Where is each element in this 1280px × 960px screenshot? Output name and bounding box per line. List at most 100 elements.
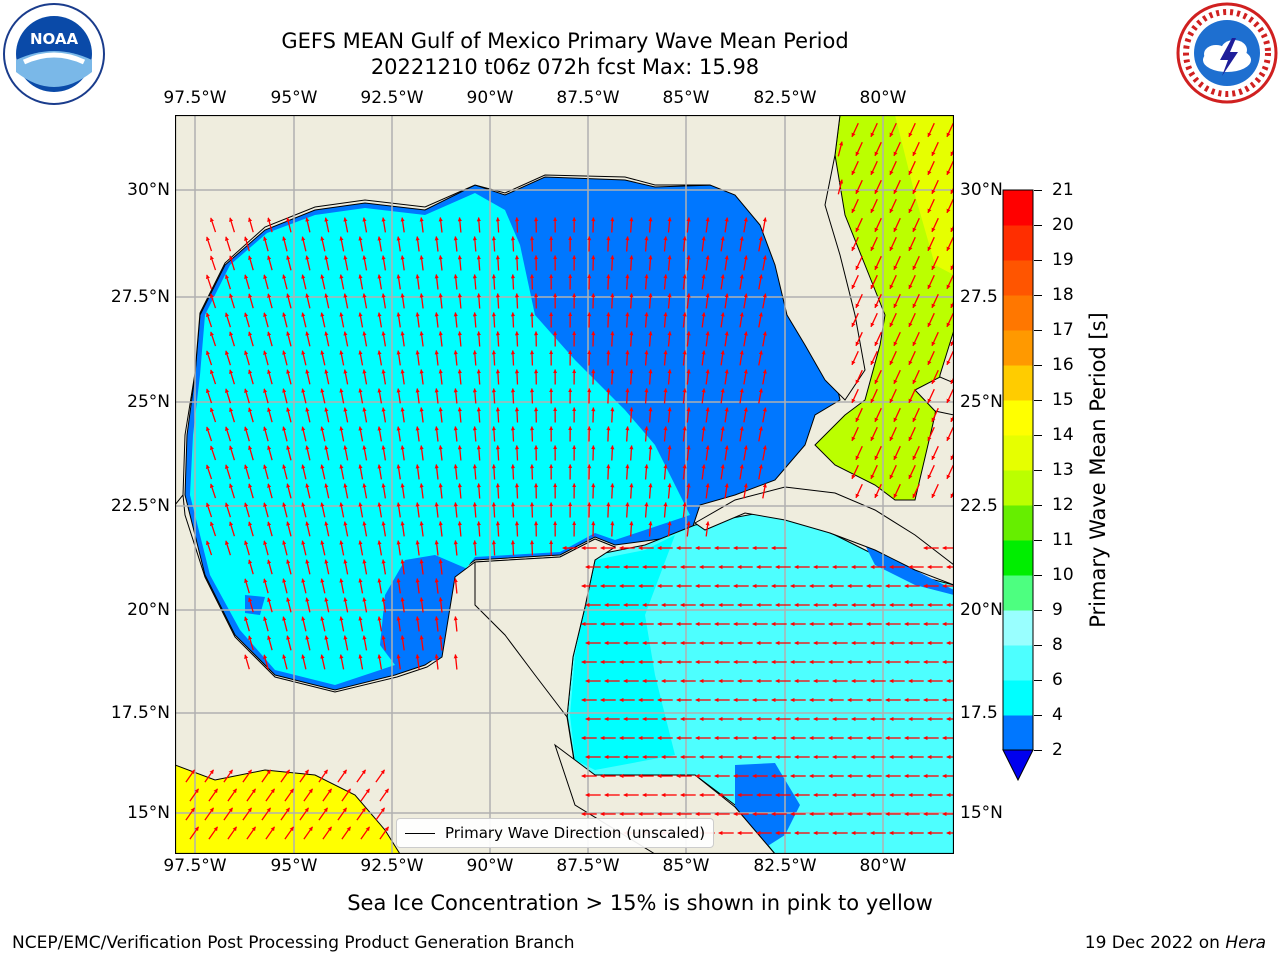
wave-arrow — [210, 407, 217, 423]
wave-arrow — [495, 483, 501, 499]
colorbar-tick: 14 — [1052, 425, 1074, 445]
wave-arrow — [491, 502, 497, 518]
wave-arrow — [610, 407, 615, 423]
wave-arrow — [912, 445, 920, 461]
wave-arrow — [457, 217, 462, 233]
wave-arrow — [682, 388, 687, 404]
wave-arrow — [874, 217, 882, 233]
wave-arrow — [339, 274, 345, 290]
wave-arrow — [438, 635, 443, 651]
wave-arrow — [438, 521, 443, 537]
colorbar-tick: 21 — [1052, 180, 1074, 200]
colorbar-tick: 13 — [1052, 460, 1074, 480]
wave-arrow — [324, 597, 330, 613]
wave-arrow — [375, 769, 386, 783]
wave-arrow — [322, 788, 333, 802]
colorbar-tick: 17 — [1052, 320, 1074, 340]
wave-arrow — [225, 236, 232, 252]
wave-arrow — [396, 388, 401, 404]
wave-arrow — [889, 198, 897, 214]
wave-arrow — [204, 807, 215, 821]
wave-arrow — [855, 369, 863, 385]
wave-arrow — [514, 445, 520, 461]
wave-arrow — [419, 635, 424, 651]
wave-arrow — [610, 521, 615, 537]
wave-arrow — [686, 369, 691, 385]
noaa-logo-text: NOAA — [30, 30, 79, 48]
wave-arrow — [874, 293, 882, 309]
wave-arrow — [682, 464, 687, 480]
wave-arrow — [267, 407, 273, 423]
wave-arrow — [225, 502, 232, 518]
wave-arrow — [339, 388, 345, 404]
wave-arrow — [606, 236, 611, 252]
wave-arrow — [927, 236, 935, 252]
wave-arrow — [724, 217, 729, 233]
wave-arrow — [400, 217, 405, 233]
wave-arrow — [743, 407, 748, 423]
colorbar-tick-mark — [1034, 609, 1042, 611]
wave-arrow — [912, 179, 920, 195]
colorbar-segment — [1003, 715, 1033, 751]
wave-arrow — [362, 331, 368, 347]
wave-period-map — [175, 115, 954, 854]
wave-arrow — [358, 274, 364, 290]
wave-arrow — [438, 369, 443, 385]
lon-tick-bottom: 82.5°W — [753, 856, 817, 876]
wave-arrow — [851, 160, 859, 176]
wave-arrow — [889, 122, 897, 138]
wave-arrow — [453, 502, 458, 518]
wave-arrow — [495, 521, 501, 537]
wave-arrow — [320, 578, 326, 594]
wave-arrow — [419, 217, 424, 233]
wave-arrow — [324, 407, 330, 423]
wave-arrow — [339, 426, 345, 442]
wave-arrow — [908, 122, 916, 138]
wave-arrow — [720, 350, 725, 366]
wave-arrow — [324, 559, 330, 575]
wave-arrow — [305, 407, 311, 423]
wave-arrow — [438, 217, 443, 233]
wave-arrow — [514, 293, 520, 309]
wave-arrow — [320, 502, 326, 518]
wave-arrow — [514, 331, 520, 347]
wave-arrow — [227, 788, 238, 802]
wave-arrow — [324, 369, 330, 385]
wave-arrow — [912, 483, 920, 499]
wave-arrow — [301, 426, 307, 442]
wave-arrow — [419, 369, 424, 385]
wave-arrow — [434, 350, 439, 366]
wave-arrow — [758, 464, 763, 480]
wave-arrow — [762, 331, 767, 347]
usa-gulf-coast — [175, 115, 866, 506]
wave-arrow — [301, 502, 307, 518]
wave-arrow — [415, 654, 420, 670]
wave-arrow — [210, 255, 217, 271]
wave-arrow — [263, 350, 269, 366]
colorbar-tick: 20 — [1052, 215, 1074, 235]
wave-arrow — [667, 521, 672, 537]
wave-arrow — [265, 826, 276, 840]
wave-arrow — [950, 299, 954, 309]
wave-arrow — [889, 464, 897, 480]
wave-arrow — [874, 141, 882, 157]
wave-arrow — [263, 578, 269, 594]
wave-arrow — [874, 331, 882, 347]
wave-arrow — [606, 502, 611, 518]
wave-arrow — [381, 255, 387, 271]
wave-arrow — [341, 788, 352, 802]
wave-arrow — [667, 369, 672, 385]
wave-arrow — [381, 217, 387, 233]
wave-arrow — [870, 350, 878, 366]
wave-arrow — [343, 521, 349, 537]
wave-arrow — [434, 464, 439, 480]
wave-arrow — [339, 578, 345, 594]
wave-arrow — [625, 426, 630, 442]
wave-arrow — [724, 331, 729, 347]
wave-arrow — [434, 312, 439, 328]
wave-arrow — [931, 293, 939, 309]
wave-arrow — [912, 407, 920, 423]
wave-arrow — [762, 293, 767, 309]
wave-arrow — [495, 217, 501, 233]
wave-arrow — [318, 769, 329, 783]
